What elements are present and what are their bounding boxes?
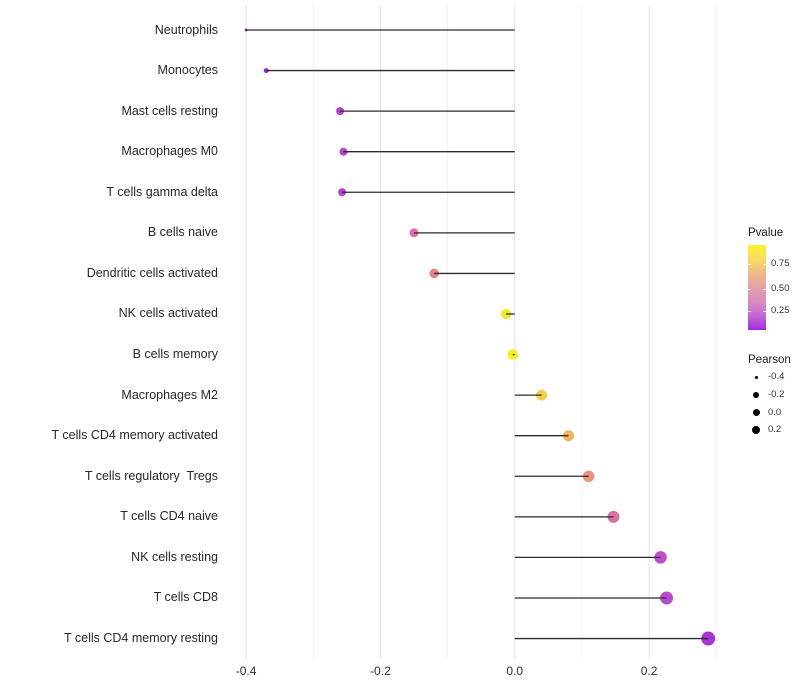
category-label: Dendritic cells activated xyxy=(86,265,218,280)
x-axis-tick-label: 0.2 xyxy=(641,664,658,678)
category-label: T cells regulatory Tregs xyxy=(84,468,218,483)
category-label: T cells CD8 xyxy=(153,590,218,605)
x-axis-tick-label: 0.0 xyxy=(506,664,523,678)
category-label: NK cells activated xyxy=(118,306,218,321)
category-label: T cells gamma delta xyxy=(106,184,218,199)
category-label: Monocytes xyxy=(157,63,218,78)
category-label: B cells memory xyxy=(132,347,218,362)
x-axis-tick-label: -0.4 xyxy=(236,664,257,678)
category-label: NK cells resting xyxy=(131,549,218,564)
y-axis-labels: Neutrophils Monocytes Mast cells resting Ma… xyxy=(0,0,219,700)
x-axis-tick-label: -0.2 xyxy=(370,664,391,678)
category-label: T cells CD4 naive xyxy=(120,509,218,524)
category-label: Mast cells resting xyxy=(121,103,218,118)
category-label: Neutrophils xyxy=(154,22,218,37)
category-label: Macrophages M0 xyxy=(121,144,218,159)
category-label: T cells CD4 memory resting xyxy=(64,631,218,646)
category-label: T cells CD4 memory activated xyxy=(51,428,219,443)
category-label: B cells naive xyxy=(147,225,218,240)
category-label: Macrophages M2 xyxy=(121,387,218,402)
